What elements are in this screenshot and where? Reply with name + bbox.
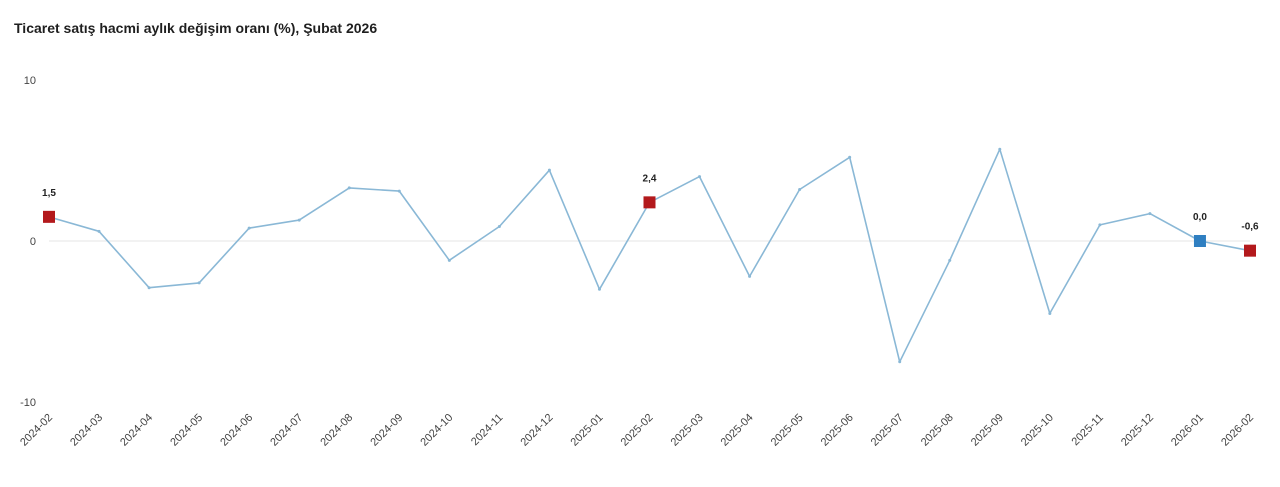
x-tick-label: 2025-04 bbox=[719, 412, 756, 449]
data-point bbox=[898, 360, 902, 364]
x-tick-label: 2024-02 bbox=[18, 412, 55, 449]
data-point bbox=[1048, 311, 1052, 315]
data-point bbox=[798, 187, 802, 191]
data-point bbox=[698, 175, 702, 179]
data-point bbox=[948, 258, 952, 262]
data-point bbox=[1098, 223, 1102, 227]
data-point bbox=[297, 218, 301, 222]
data-label: 1,5 bbox=[42, 188, 56, 199]
x-tick-label: 2024-05 bbox=[168, 412, 205, 449]
x-tick-label: 2025-12 bbox=[1119, 412, 1156, 449]
data-label: 2,4 bbox=[643, 173, 657, 184]
x-tick-label: 2025-03 bbox=[669, 412, 706, 449]
x-tick-label: 2025-08 bbox=[919, 412, 956, 449]
highlight-marker bbox=[643, 196, 656, 209]
data-point bbox=[97, 229, 101, 233]
x-tick-label: 2025-02 bbox=[619, 412, 656, 449]
x-tick-label: 2025-01 bbox=[569, 412, 606, 449]
highlight-marker bbox=[43, 210, 55, 223]
highlight-marker bbox=[1193, 235, 1206, 247]
data-point bbox=[848, 155, 852, 159]
data-point bbox=[247, 226, 251, 230]
x-tick-label: 2025-05 bbox=[769, 412, 806, 449]
highlight-marker bbox=[1244, 244, 1256, 257]
x-tick-label: 2025-06 bbox=[819, 412, 856, 449]
markers-group: 1,5 2,4 0,0 -0,6 bbox=[42, 173, 1259, 257]
data-point bbox=[748, 274, 752, 278]
x-tick-label: 2024-07 bbox=[268, 412, 305, 449]
x-axis-ticks: 2024-02 2024-03 2024-04 2024-05 2024-06 2024-… bbox=[18, 412, 1256, 449]
x-tick-label: 2024-03 bbox=[68, 412, 105, 449]
x-tick-label: 2024-10 bbox=[418, 412, 455, 449]
data-point bbox=[547, 168, 551, 172]
x-tick-label: 2025-09 bbox=[969, 412, 1006, 449]
x-tick-label: 2025-10 bbox=[1019, 412, 1056, 449]
data-point bbox=[1148, 212, 1152, 216]
data-point bbox=[147, 286, 151, 290]
data-point bbox=[397, 189, 401, 193]
x-tick-label: 2025-07 bbox=[869, 412, 906, 449]
y-tick-label: 10 bbox=[24, 75, 36, 87]
y-tick-label: 0 bbox=[30, 236, 36, 248]
data-point bbox=[447, 258, 451, 262]
data-point bbox=[347, 186, 351, 190]
chart-title: Ticaret satış hacmi aylık değişim oranı … bbox=[14, 20, 378, 36]
x-tick-label: 2024-09 bbox=[368, 412, 405, 449]
x-tick-label: 2026-02 bbox=[1219, 412, 1256, 449]
x-tick-label: 2024-04 bbox=[118, 412, 155, 449]
x-tick-label: 2024-12 bbox=[519, 412, 556, 449]
data-label: 0,0 bbox=[1193, 212, 1207, 223]
data-point bbox=[497, 225, 501, 229]
y-axis-ticks: 10 0 -10 bbox=[20, 75, 36, 409]
x-tick-label: 2024-08 bbox=[318, 412, 355, 449]
data-label: -0,6 bbox=[1241, 222, 1259, 233]
data-point bbox=[197, 281, 201, 285]
data-point bbox=[597, 287, 601, 291]
y-tick-label: -10 bbox=[20, 397, 36, 409]
x-tick-label: 2026-01 bbox=[1169, 412, 1206, 449]
x-tick-label: 2025-11 bbox=[1070, 412, 1106, 448]
x-tick-label: 2024-11 bbox=[469, 412, 505, 448]
x-tick-label: 2024-06 bbox=[218, 412, 255, 449]
data-point bbox=[998, 147, 1002, 151]
